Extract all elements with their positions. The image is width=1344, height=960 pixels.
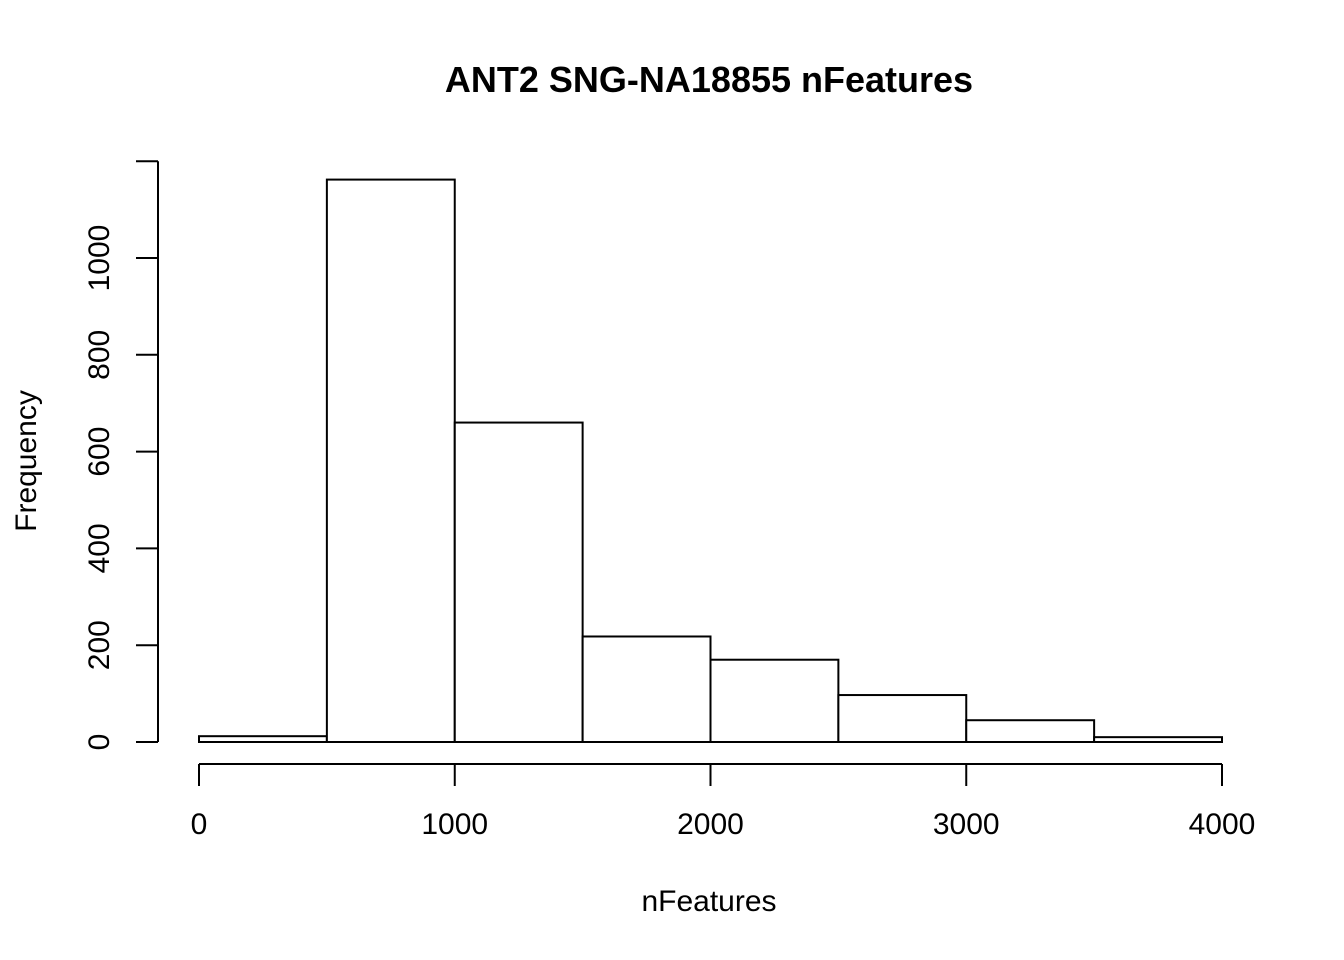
y-axis-label: Frequency [10, 390, 43, 532]
histogram-bar [453, 421, 584, 743]
y-tick-label: 800 [83, 330, 116, 380]
x-tick-label: 2000 [677, 808, 744, 841]
x-axis-label: nFeatures [641, 885, 776, 918]
bars-group [198, 178, 1223, 744]
histogram-bar [581, 635, 712, 743]
x-tick-label: 4000 [1189, 808, 1256, 841]
histogram-bar [709, 658, 840, 743]
y-tick-label: 0 [83, 734, 116, 751]
y-axis: 0 200 400 600 800 1000 [83, 160, 159, 751]
histogram-bar [325, 178, 456, 744]
chart-title: ANT2 SNG-NA18855 nFeatures [445, 59, 973, 100]
histogram-bar [1093, 736, 1223, 743]
y-tick-label: 200 [83, 620, 116, 670]
y-tick-label: 600 [83, 427, 116, 477]
x-tick-label: 1000 [421, 808, 488, 841]
histogram-bar [965, 719, 1096, 743]
y-tick-label: 1000 [83, 225, 116, 292]
histogram-bar [198, 735, 328, 744]
x-axis: 0 1000 2000 3000 4000 [191, 763, 1256, 841]
histogram-bar [837, 694, 968, 743]
x-tick-label: 0 [191, 808, 208, 841]
y-tick-label: 400 [83, 523, 116, 573]
x-tick-label: 3000 [933, 808, 1000, 841]
